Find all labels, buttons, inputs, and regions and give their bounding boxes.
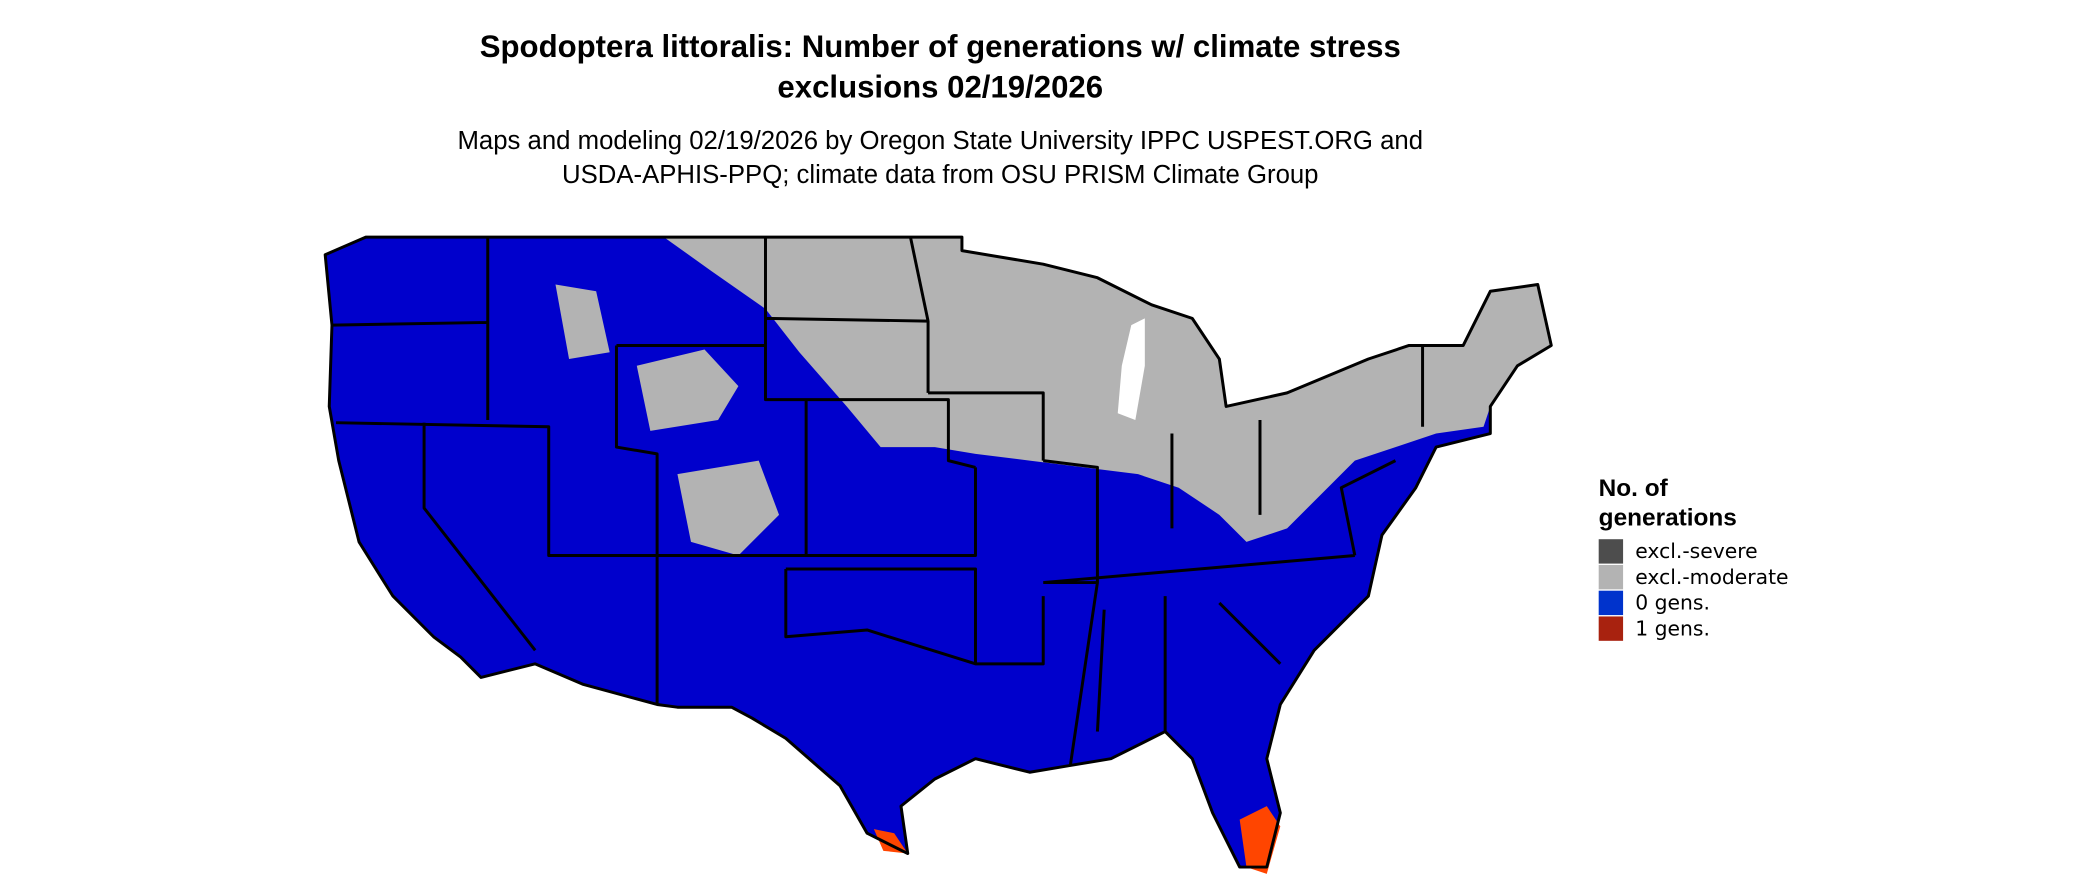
region-excl-moderate	[663, 237, 1552, 542]
region-zero-gens	[325, 237, 1552, 868]
subtitle-line: Maps and modeling 02/19/2026 by Oregon S…	[457, 127, 1423, 155]
legend-swatch	[1598, 590, 1624, 616]
legend: No. of generations excl.-severeexcl.-mod…	[1598, 475, 1789, 641]
outline	[323, 235, 1553, 869]
legend-title: generations	[1599, 505, 1737, 532]
title-line: Spodoptera littoralis: Number of generat…	[480, 29, 1401, 64]
lake-michigan	[1117, 318, 1145, 420]
region-excl-moderate	[555, 284, 780, 556]
legend-label: 1 gens.	[1635, 616, 1710, 640]
legend-swatch	[1598, 616, 1624, 641]
legend-swatch	[1598, 564, 1624, 590]
legend-label: 0 gens.	[1635, 591, 1710, 615]
legend-title: No. of	[1599, 475, 1669, 502]
legend-swatch	[1598, 539, 1624, 564]
us-map	[323, 235, 1553, 874]
legend-label: excl.-severe	[1635, 539, 1757, 563]
state-lines	[331, 236, 1425, 766]
title-line: exclusions 02/19/2026	[777, 70, 1103, 105]
legend-label: excl.-moderate	[1635, 565, 1788, 589]
subtitle-line: USDA-APHIS-PPQ; climate data from OSU PR…	[562, 161, 1319, 189]
